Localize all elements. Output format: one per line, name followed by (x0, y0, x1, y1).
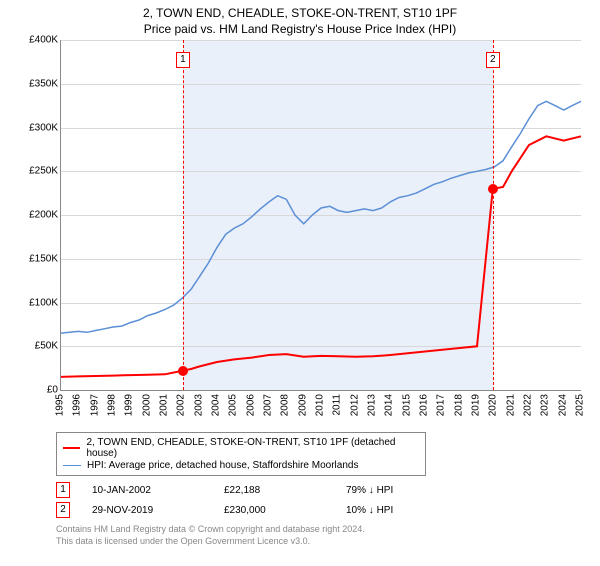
event-marker-id: 2 (56, 502, 70, 518)
x-tick-label: 2012 (349, 394, 360, 416)
event-row: 1 10-JAN-2002 £22,188 79% ↓ HPI (56, 482, 590, 498)
event-price: £230,000 (224, 505, 324, 516)
x-tick-label: 2014 (384, 394, 395, 416)
x-tick-label: 2024 (557, 394, 568, 416)
footer-attribution: Contains HM Land Registry data © Crown c… (56, 524, 590, 547)
y-tick-label: £0 (10, 385, 58, 396)
x-tick-label: 2005 (228, 394, 239, 416)
x-tick-label: 2004 (211, 394, 222, 416)
event-date: 29-NOV-2019 (92, 505, 202, 516)
event-row: 2 29-NOV-2019 £230,000 10% ↓ HPI (56, 502, 590, 518)
y-tick-label: £200K (10, 210, 58, 221)
series-price_paid (61, 136, 581, 377)
x-tick-label: 2015 (401, 394, 412, 416)
series-hpi (61, 101, 581, 333)
x-tick-label: 2006 (245, 394, 256, 416)
event-price: £22,188 (224, 485, 324, 496)
legend-box: 2, TOWN END, CHEADLE, STOKE-ON-TRENT, ST… (56, 432, 426, 476)
legend-swatch (63, 447, 80, 449)
x-tick-label: 2020 (488, 394, 499, 416)
y-tick-label: £300K (10, 122, 58, 133)
legend-label: 2, TOWN END, CHEADLE, STOKE-ON-TRENT, ST… (86, 437, 419, 459)
y-tick-label: £50K (10, 341, 58, 352)
y-tick-label: £100K (10, 297, 58, 308)
legend-label: HPI: Average price, detached house, Staf… (87, 460, 358, 471)
event-marker-id: 1 (56, 482, 70, 498)
x-tick-label: 2023 (540, 394, 551, 416)
x-tick-label: 2007 (263, 394, 274, 416)
line-series-svg (61, 40, 581, 390)
sale-marker-dot (178, 366, 188, 376)
sale-marker-dot (488, 184, 498, 194)
events-table: 1 10-JAN-2002 £22,188 79% ↓ HPI 2 29-NOV-2019… (56, 482, 590, 518)
x-axis: 1995199619971998199920002001200220032004… (60, 390, 580, 430)
footer-line-2: This data is licensed under the Open Gov… (56, 536, 590, 548)
x-tick-label: 1996 (72, 394, 83, 416)
event-marker: 2 (486, 52, 500, 68)
x-tick-label: 2003 (193, 394, 204, 416)
plot-area: 12 (60, 40, 581, 391)
x-tick-label: 2000 (141, 394, 152, 416)
x-tick-label: 1999 (124, 394, 135, 416)
y-tick-label: £150K (10, 253, 58, 264)
x-tick-label: 2008 (280, 394, 291, 416)
x-tick-label: 2013 (367, 394, 378, 416)
y-tick-label: £400K (10, 35, 58, 46)
band-edge-line (183, 40, 184, 390)
footer-line-1: Contains HM Land Registry data © Crown c… (56, 524, 590, 536)
chart-subtitle: Price paid vs. HM Land Registry's House … (0, 22, 600, 36)
event-delta: 79% ↓ HPI (346, 485, 393, 496)
event-date: 10-JAN-2002 (92, 485, 202, 496)
x-tick-label: 1998 (107, 394, 118, 416)
x-tick-label: 1995 (55, 394, 66, 416)
x-tick-label: 2002 (176, 394, 187, 416)
legend-item: HPI: Average price, detached house, Staf… (63, 460, 419, 471)
chart-title: 2, TOWN END, CHEADLE, STOKE-ON-TRENT, ST… (0, 6, 600, 20)
x-tick-label: 2021 (505, 394, 516, 416)
x-tick-label: 2001 (159, 394, 170, 416)
y-axis: £0£50K£100K£150K£200K£250K£300K£350K£400… (10, 40, 58, 390)
event-delta: 10% ↓ HPI (346, 505, 393, 516)
x-tick-label: 2018 (453, 394, 464, 416)
x-tick-label: 2019 (471, 394, 482, 416)
legend-item: 2, TOWN END, CHEADLE, STOKE-ON-TRENT, ST… (63, 437, 419, 459)
band-edge-line (493, 40, 494, 390)
x-tick-label: 2009 (297, 394, 308, 416)
x-tick-label: 2022 (523, 394, 534, 416)
x-tick-label: 2017 (436, 394, 447, 416)
y-tick-label: £350K (10, 78, 58, 89)
legend-swatch (63, 465, 81, 466)
x-tick-label: 1997 (89, 394, 100, 416)
x-tick-label: 2016 (419, 394, 430, 416)
chart-area: £0£50K£100K£150K£200K£250K£300K£350K£400… (10, 40, 590, 430)
x-tick-label: 2025 (575, 394, 586, 416)
event-marker: 1 (176, 52, 190, 68)
x-tick-label: 2011 (332, 394, 343, 416)
y-tick-label: £250K (10, 166, 58, 177)
x-tick-label: 2010 (315, 394, 326, 416)
